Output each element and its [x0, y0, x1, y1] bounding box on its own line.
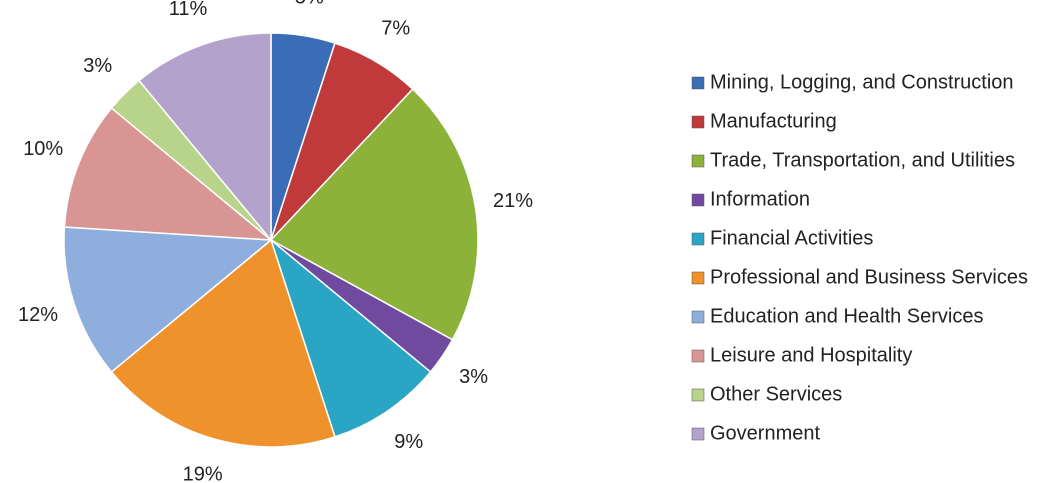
data-label: 19%	[183, 464, 223, 483]
legend-swatch	[691, 310, 705, 324]
legend-swatch	[691, 388, 705, 402]
legend-swatch	[691, 427, 705, 441]
data-label: 3%	[459, 366, 488, 388]
legend-label: Leisure and Hospitality	[710, 344, 912, 366]
legend-swatch	[691, 271, 705, 285]
legend-label: Manufacturing	[710, 110, 837, 132]
data-label: 12%	[18, 304, 58, 326]
legend-swatch	[691, 232, 705, 246]
data-label: 21%	[493, 190, 533, 212]
data-label: 7%	[381, 17, 410, 39]
data-label: 3%	[83, 55, 112, 77]
legend-label: Information	[710, 188, 810, 210]
legend-label: Education and Health Services	[710, 305, 984, 327]
legend-label: Mining, Logging, and Construction	[710, 71, 1014, 93]
data-label: 10%	[23, 138, 63, 160]
data-label: 5%	[295, 0, 324, 8]
pie-slice	[110, 238, 336, 448]
pie-slice	[63, 106, 274, 241]
legend-swatch	[691, 115, 705, 129]
pie-slice	[269, 237, 432, 438]
legend-swatch	[691, 193, 705, 207]
pie-slice	[137, 32, 272, 243]
legend-swatch	[691, 76, 705, 90]
legend-swatch	[691, 154, 705, 168]
data-label: 11%	[169, 0, 208, 20]
legend-swatch	[691, 349, 705, 363]
pie-slice	[269, 88, 479, 341]
legend-label: Financial Activities	[710, 227, 873, 249]
legend-label: Trade, Transportation, and Utilities	[710, 149, 1015, 171]
legend-label: Government	[710, 422, 820, 444]
data-label: 9%	[394, 431, 423, 453]
legend-label: Other Services	[710, 383, 842, 405]
legend-label: Professional and Business Services	[710, 266, 1028, 288]
pie-slice	[63, 226, 273, 374]
